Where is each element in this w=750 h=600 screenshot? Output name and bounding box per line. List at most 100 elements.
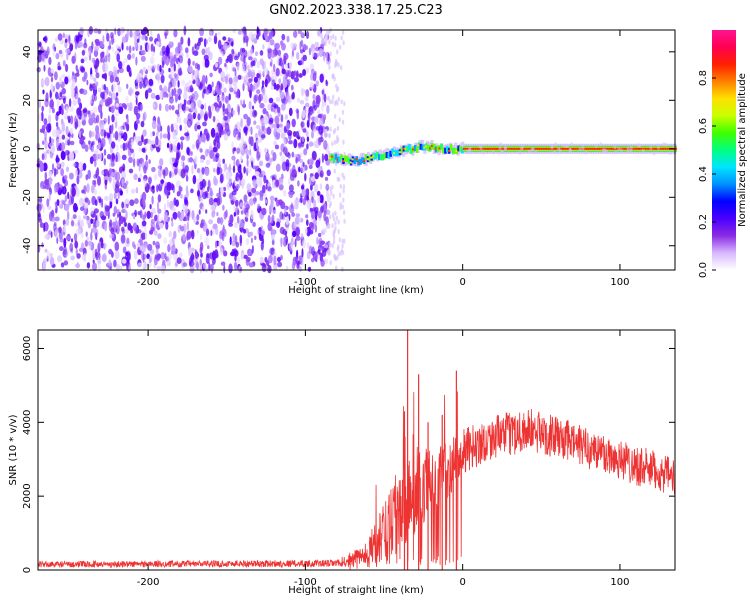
- noise-speckle: [325, 183, 330, 191]
- noise-speckle: [46, 123, 51, 133]
- band-peak: [638, 147, 642, 150]
- noise-speckle: [268, 41, 271, 48]
- noise-speckle: [41, 79, 46, 85]
- noise-speckle: [301, 248, 304, 258]
- noise-speckle: [332, 73, 335, 79]
- x-tick-label: -200: [137, 277, 160, 288]
- noise-speckle: [150, 92, 156, 99]
- noise-speckle: [288, 132, 292, 141]
- noise-speckle: [205, 209, 208, 214]
- noise-speckle: [165, 221, 169, 230]
- noise-speckle: [152, 103, 156, 108]
- noise-speckle: [132, 157, 136, 168]
- noise-speckle: [135, 43, 141, 52]
- noise-speckle: [109, 74, 114, 83]
- noise-speckle: [332, 193, 335, 199]
- noise-speckle: [302, 69, 307, 76]
- noise-speckle: [302, 198, 306, 206]
- noise-speckle: [180, 136, 185, 141]
- noise-speckle: [115, 154, 118, 163]
- noise-speckle: [308, 141, 314, 147]
- band-peak: [493, 147, 496, 150]
- band-speckle: [491, 150, 495, 155]
- noise-speckle: [275, 179, 280, 187]
- noise-speckle: [341, 266, 344, 272]
- band-peak: [527, 147, 530, 150]
- noise-speckle: [194, 155, 198, 165]
- snr-frame: [37, 329, 676, 571]
- noise-speckle: [342, 40, 345, 46]
- noise-speckle: [314, 46, 320, 52]
- noise-speckle: [137, 140, 143, 146]
- noise-speckle: [155, 94, 161, 100]
- noise-speckle: [64, 203, 70, 212]
- noise-speckle: [208, 31, 213, 36]
- x-tick-label: 0: [459, 277, 465, 288]
- noise-speckle: [143, 178, 147, 187]
- noise-speckle: [63, 223, 67, 230]
- noise-speckle: [67, 210, 70, 221]
- noise-speckle: [269, 61, 272, 67]
- noise-speckle: [91, 146, 95, 153]
- noise-speckle: [283, 52, 289, 61]
- noise-speckle: [159, 91, 163, 100]
- noise-speckle: [112, 212, 116, 217]
- noise-speckle: [107, 53, 111, 63]
- noise-speckle: [295, 213, 301, 218]
- noise-speckle: [229, 214, 234, 224]
- noise-speckle: [128, 87, 133, 97]
- noise-speckle: [103, 158, 107, 166]
- band-peak: [632, 147, 636, 150]
- band-peak: [595, 147, 598, 150]
- noise-speckle: [39, 162, 44, 173]
- noise-speckle: [74, 169, 78, 177]
- noise-speckle: [228, 163, 232, 173]
- noise-speckle: [333, 139, 337, 145]
- noise-speckle: [324, 206, 328, 215]
- noise-speckle: [111, 141, 116, 149]
- noise-speckle: [59, 91, 63, 98]
- noise-speckle: [80, 219, 84, 228]
- noise-speckle: [151, 185, 155, 190]
- noise-speckle: [180, 141, 184, 151]
- noise-speckle: [163, 237, 168, 245]
- noise-speckle: [61, 122, 66, 132]
- noise-speckle: [49, 253, 53, 258]
- noise-speckle: [294, 256, 298, 263]
- noise-speckle: [277, 106, 281, 114]
- colorbar-tick-label: 0.6: [698, 118, 709, 134]
- noise-speckle: [108, 91, 112, 96]
- noise-speckle: [50, 83, 54, 93]
- noise-speckle: [337, 62, 340, 68]
- noise-speckle: [51, 129, 57, 138]
- noise-speckle: [223, 134, 228, 141]
- noise-speckle: [267, 264, 272, 274]
- noise-speckle: [115, 103, 120, 108]
- noise-speckle: [43, 185, 47, 190]
- noise-speckle: [69, 151, 75, 162]
- noise-speckle: [149, 255, 153, 262]
- noise-speckle: [196, 143, 199, 151]
- noise-speckle: [245, 217, 249, 222]
- noise-speckle: [156, 123, 161, 134]
- noise-speckle: [260, 134, 266, 139]
- noise-speckle: [81, 49, 86, 56]
- noise-speckle: [97, 259, 102, 265]
- noise-speckle: [312, 72, 317, 82]
- noise-speckle: [300, 185, 305, 190]
- noise-speckle: [115, 92, 119, 97]
- noise-speckle: [311, 246, 315, 256]
- band-speckle: [553, 150, 557, 154]
- noise-speckle: [54, 201, 58, 207]
- noise-speckle: [159, 222, 164, 229]
- band-peak: [664, 147, 668, 150]
- noise-speckle: [94, 149, 99, 155]
- spectrogram-band-layer: [329, 139, 677, 167]
- band-peak: [600, 147, 604, 150]
- noise-speckle: [130, 148, 134, 154]
- noise-speckle: [191, 93, 195, 102]
- noise-speckle: [171, 236, 175, 244]
- noise-speckle: [302, 54, 307, 62]
- noise-speckle: [149, 204, 152, 210]
- noise-speckle: [293, 43, 298, 48]
